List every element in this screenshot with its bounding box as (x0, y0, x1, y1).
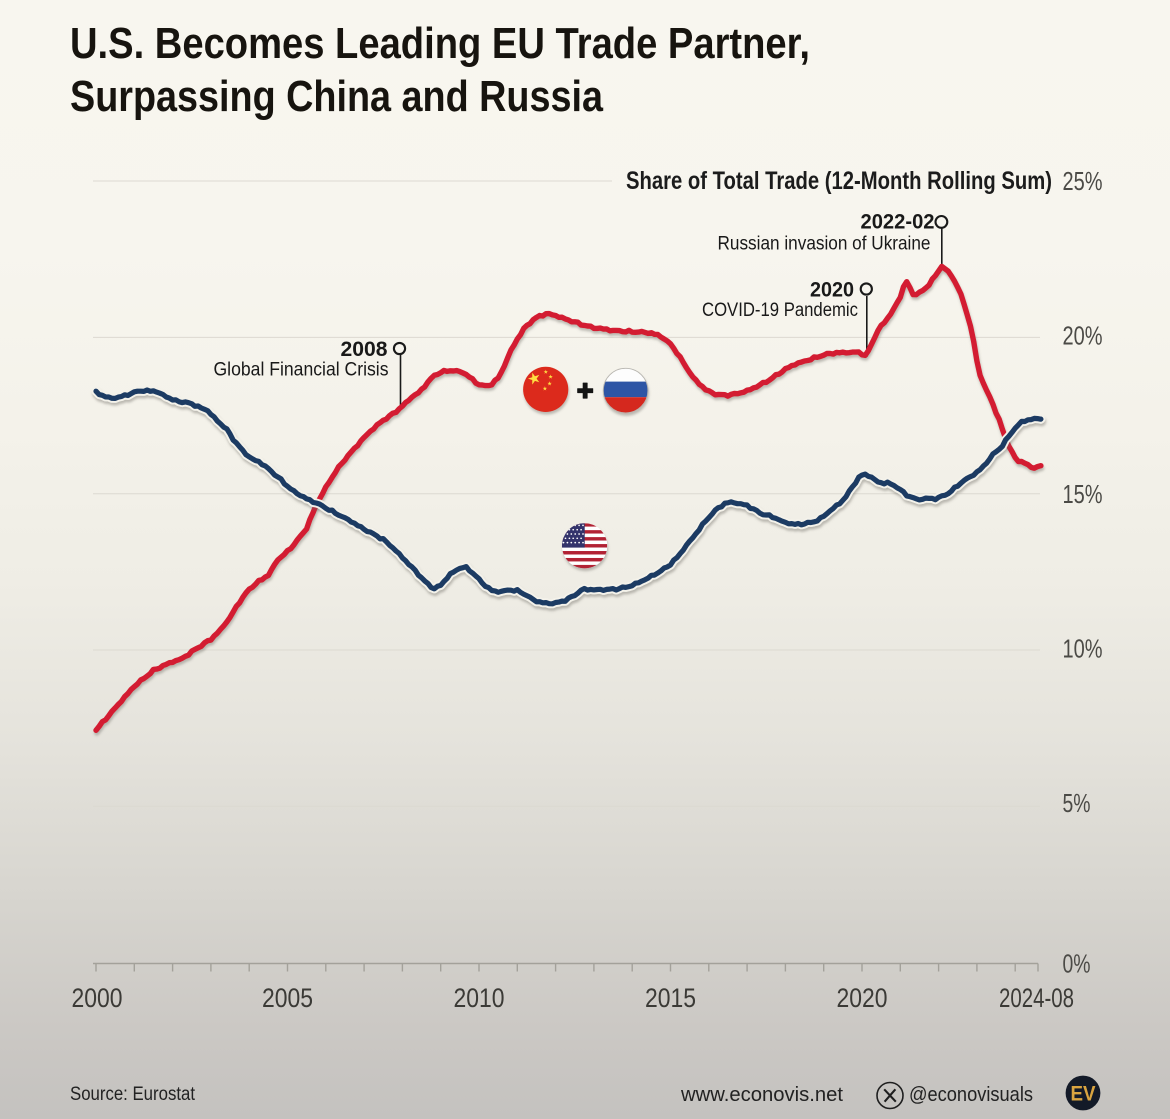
svg-text:2020: 2020 (837, 983, 888, 1013)
svg-text:U.S. Becomes Leading EU Trade: U.S. Becomes Leading EU Trade Partner, (70, 19, 810, 68)
svg-text:COVID-19 Pandemic: COVID-19 Pandemic (702, 300, 858, 321)
svg-text:2010: 2010 (454, 983, 505, 1013)
svg-text:Share of Total Trade (12-Month: Share of Total Trade (12-Month Rolling S… (626, 167, 1052, 195)
svg-text:2024-08: 2024-08 (999, 983, 1074, 1013)
svg-text:0%: 0% (1063, 949, 1091, 979)
svg-text:Source: Eurostat: Source: Eurostat (70, 1084, 196, 1105)
svg-text:Surpassing China and Russia: Surpassing China and Russia (70, 72, 603, 121)
svg-text:5%: 5% (1063, 788, 1091, 818)
svg-text:10%: 10% (1063, 634, 1103, 664)
svg-text:2008: 2008 (341, 338, 388, 361)
svg-text:2000: 2000 (72, 983, 123, 1013)
svg-text:25%: 25% (1063, 166, 1103, 196)
svg-text:@econovisuals: @econovisuals (909, 1084, 1033, 1106)
svg-text:www.econovis.net: www.econovis.net (680, 1084, 843, 1106)
svg-text:EV: EV (1071, 1083, 1096, 1106)
svg-text:Global Financial Crisis: Global Financial Crisis (214, 360, 389, 381)
svg-text:20%: 20% (1063, 321, 1103, 351)
svg-text:15%: 15% (1063, 479, 1103, 509)
svg-text:2015: 2015 (645, 983, 696, 1013)
svg-text:2005: 2005 (262, 983, 313, 1013)
svg-text:2022-02: 2022-02 (861, 211, 935, 234)
svg-text:Russian invasion of Ukraine: Russian invasion of Ukraine (718, 234, 931, 255)
svg-text:2020: 2020 (810, 279, 854, 302)
